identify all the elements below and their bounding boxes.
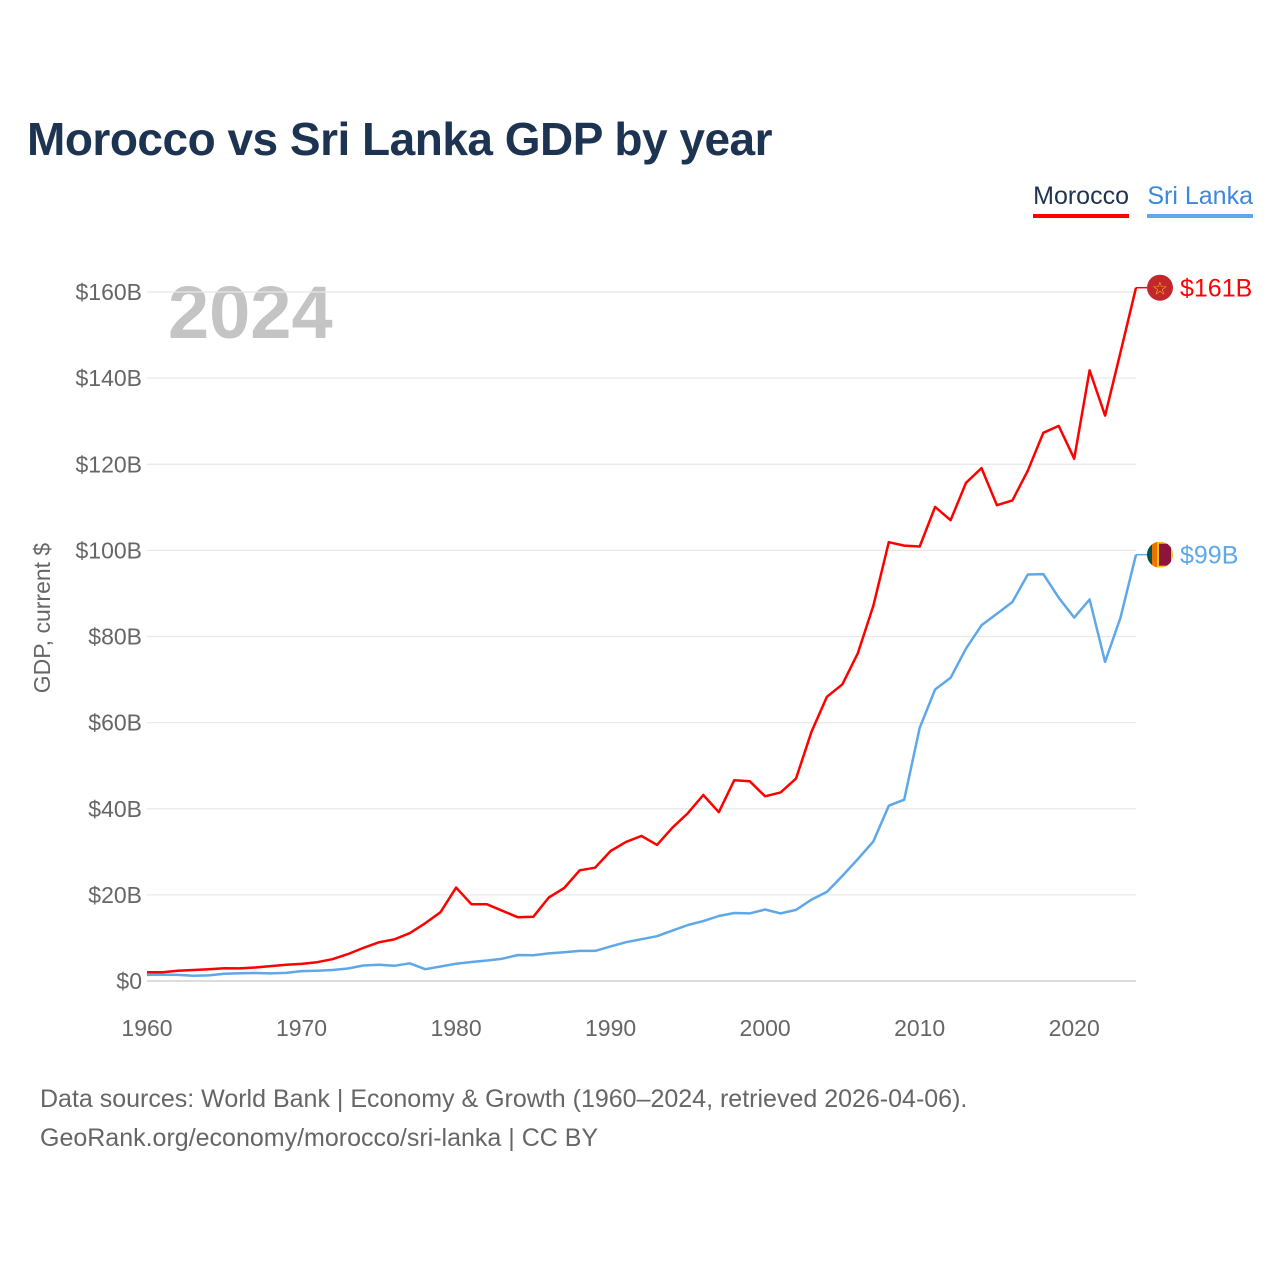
source-link[interactable]: GeoRank.org/economy/morocco/sri-lanka | … (40, 1124, 599, 1152)
flag-stripe-green (1147, 541, 1152, 568)
y-tick-label: $140B (75, 365, 142, 391)
y-tick-label: $20B (88, 882, 142, 908)
flag-lion-panel (1159, 543, 1171, 566)
y-tick-label: $40B (88, 796, 142, 822)
x-tick-label: 2020 (1049, 1015, 1100, 1041)
x-tick-label: 1970 (276, 1015, 327, 1041)
star-icon: ☆ (1152, 279, 1168, 299)
x-tick-label: 2010 (894, 1015, 945, 1041)
source-note: Data sources: World Bank | Economy & Gro… (40, 1085, 968, 1113)
year-watermark: 2024 (168, 271, 333, 354)
y-axis-label: GDP, current $ (29, 543, 55, 694)
y-tick-label: $100B (75, 537, 142, 563)
morocco-flag-icon (1147, 274, 1173, 301)
legend-sri-lanka[interactable]: Sri Lanka (1147, 182, 1253, 218)
x-tick-label: 1960 (121, 1015, 172, 1041)
y-tick-label: $120B (75, 451, 142, 477)
series-line-morocco (147, 287, 1138, 974)
y-tick-label: $80B (88, 624, 142, 650)
end-value-label: $99B (1180, 542, 1238, 570)
x-tick-label: 1980 (430, 1015, 481, 1041)
y-tick-label: $160B (75, 279, 142, 305)
end-value-label: $161B (1180, 275, 1252, 303)
legend-morocco[interactable]: Morocco (1033, 182, 1129, 218)
flag-stripe-orange (1152, 541, 1157, 568)
y-tick-label: $60B (88, 710, 142, 736)
chart-title: Morocco vs Sri Lanka GDP by year (27, 113, 773, 165)
x-tick-label: 2000 (740, 1015, 791, 1041)
x-tick-label: 1990 (585, 1015, 636, 1041)
series-line-sri-lanka (146, 554, 1138, 977)
y-tick-label: $0 (116, 968, 142, 994)
